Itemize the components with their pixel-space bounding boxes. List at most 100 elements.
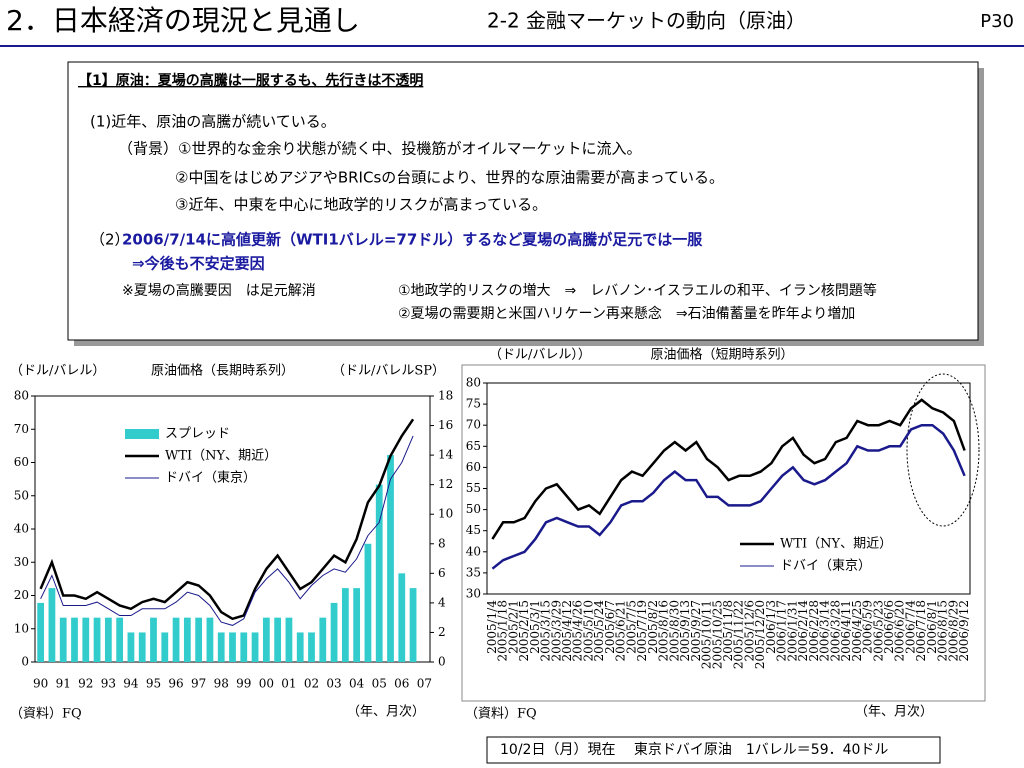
chart-frame xyxy=(461,364,986,702)
slide-subtitle: 2-2 金融マーケットの動向（原油） xyxy=(487,9,806,33)
bar xyxy=(285,617,293,662)
box-line: 2006/7/14に高値更新（WTI1バレル=77ドル）するなど夏場の高騰が足元… xyxy=(122,231,703,249)
bar xyxy=(59,617,67,662)
source: （資料）FQ xyxy=(10,707,82,722)
x-tick-label: 2005/3/29 xyxy=(549,600,563,662)
bar xyxy=(82,617,90,662)
x-tick-label: 2006/8/15 xyxy=(936,600,950,662)
x-tick-label: 2005/1/18 xyxy=(496,600,510,662)
bar xyxy=(37,602,45,662)
bar xyxy=(104,617,112,662)
bar xyxy=(71,617,78,662)
x-tick-label: 2005/7/5 xyxy=(624,600,638,654)
x-tick-label: 04 xyxy=(349,677,365,691)
x-tick-label: 2005/2/1 xyxy=(506,600,520,654)
y2-tick-label: 6 xyxy=(438,566,446,580)
x-tick-label: 2005/7/19 xyxy=(635,600,649,662)
x-tick-label: 2006/5/9 xyxy=(861,600,875,654)
y-axis-label: （ドル/バレル） xyxy=(10,364,105,379)
x-tick-label: 2005/9/27 xyxy=(689,600,703,662)
x-tick-label: 03 xyxy=(326,677,341,691)
x-tick-label: 92 xyxy=(78,677,93,691)
x-axis-label: （年、月次） xyxy=(347,704,425,720)
x-tick-label: 00 xyxy=(259,677,274,691)
x-tick-label: 2005/5/10 xyxy=(581,600,595,662)
x-tick-label: 96 xyxy=(168,677,183,691)
chart-title: 原油価格（短期時系列） xyxy=(650,347,793,363)
legend-label: ドバイ（東京） xyxy=(780,558,871,574)
bar xyxy=(319,617,327,662)
line xyxy=(491,398,966,540)
x-tick-label: 2005/5/24 xyxy=(592,600,606,662)
bar xyxy=(409,588,417,662)
bar xyxy=(251,632,259,662)
bar xyxy=(150,617,157,662)
y-tick-label: 30 xyxy=(14,555,29,569)
x-tick-label: 01 xyxy=(281,677,296,691)
x-tick-label: 2005/8/16 xyxy=(657,600,671,662)
x-tick-label: 2006/3/28 xyxy=(828,600,842,662)
y-tick-label: 50 xyxy=(466,502,481,516)
y2-tick-label: 0 xyxy=(438,655,446,669)
y-tick-label: 0 xyxy=(21,655,29,669)
y2-axis-label: （ドル/バレルSP） xyxy=(332,364,445,379)
bar xyxy=(93,617,101,662)
x-tick-label: 2005/6/7 xyxy=(603,600,617,654)
bar xyxy=(48,588,56,662)
x-tick-label: 99 xyxy=(236,677,251,691)
box-line: （背景）①世界的な金余り状態が続く中、投機筋がオイルマーケットに流入。 xyxy=(118,140,641,158)
y2-tick-label: 10 xyxy=(438,507,453,521)
y-tick-label: 50 xyxy=(14,488,29,502)
box-line: （2） xyxy=(90,231,130,249)
x-tick-label: 2006/2/14 xyxy=(796,600,810,662)
bar xyxy=(274,617,282,662)
y-tick-label: 55 xyxy=(466,481,481,495)
box-line: ※夏場の高騰要因 は足元解消 xyxy=(122,282,316,299)
y-tick-label: 40 xyxy=(466,544,481,558)
x-tick-label: 2006/8/1 xyxy=(925,600,939,654)
y-axis-label: （ドル/バレル）） xyxy=(489,348,591,363)
y2-tick-label: 14 xyxy=(438,448,454,462)
x-tick-label: 2005/1/4 xyxy=(485,600,499,654)
bar xyxy=(262,617,270,662)
x-tick-label: 2005/12/20 xyxy=(753,600,767,669)
bar xyxy=(387,455,394,662)
x-tick-label: 2006/7/4 xyxy=(903,600,917,654)
bar xyxy=(116,617,124,662)
line xyxy=(40,435,414,626)
x-tick-label: 2006/8/29 xyxy=(946,600,960,662)
x-axis-label: （年、月次） xyxy=(855,704,933,720)
y2-tick-label: 16 xyxy=(438,418,453,432)
x-tick-label: 2006/1/3 xyxy=(764,600,778,654)
x-tick-label: 2006/1/31 xyxy=(785,600,799,662)
y-tick-label: 70 xyxy=(14,422,29,436)
x-tick-label: 2005/11/22 xyxy=(732,600,746,669)
slide-title: 2．日本経済の現況と見通し xyxy=(6,4,360,37)
y-tick-label: 20 xyxy=(14,588,29,602)
x-tick-label: 2005/4/26 xyxy=(571,600,585,662)
bar xyxy=(161,632,169,662)
y-tick-label: 70 xyxy=(466,418,481,432)
bar xyxy=(375,484,383,662)
bar xyxy=(172,617,180,662)
x-tick-label: 2006/7/18 xyxy=(914,600,928,662)
bar xyxy=(398,573,406,662)
box-line: ①地政学的リスクの増大 ⇒ レバノン･イスラエルの和平、イラン核問題等 xyxy=(398,282,877,299)
box-line: (1)近年、原油の高騰が続いている。 xyxy=(90,113,336,131)
x-tick-label: 2006/4/11 xyxy=(839,600,853,662)
x-tick-label: 2006/1/17 xyxy=(775,600,789,662)
y2-tick-label: 12 xyxy=(438,477,453,491)
box-line: ③近年、中東を中心に地政学的リスクが高まっている。 xyxy=(175,196,547,214)
bar xyxy=(341,588,349,662)
y2-tick-label: 18 xyxy=(438,389,453,403)
x-tick-label: 2005/11/8 xyxy=(721,600,735,662)
x-tick-label: 2006/6/20 xyxy=(893,600,907,662)
x-tick-label: 94 xyxy=(123,677,139,691)
y2-tick-label: 8 xyxy=(438,536,446,550)
y2-tick-label: 2 xyxy=(438,625,446,639)
legend-label: WTI（NY、期近） xyxy=(780,537,892,552)
y-tick-label: 40 xyxy=(14,522,29,536)
x-tick-label: 2005/2/15 xyxy=(517,600,531,662)
bar xyxy=(330,602,338,662)
